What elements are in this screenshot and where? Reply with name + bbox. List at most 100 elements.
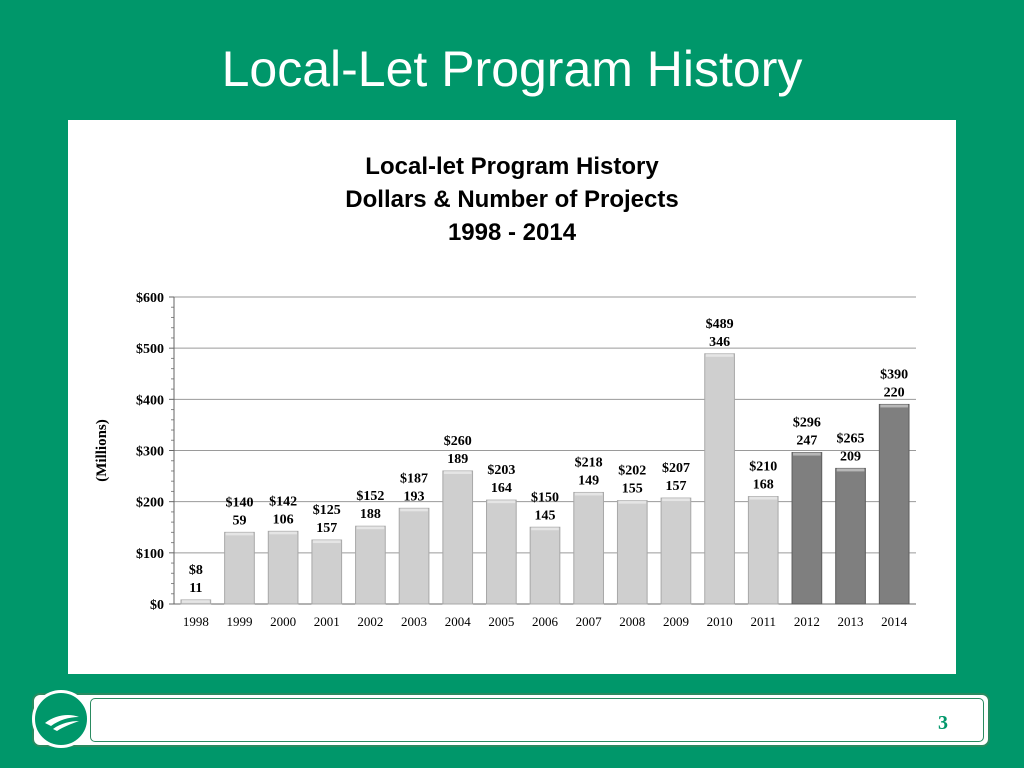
bar-1998 — [180, 599, 212, 605]
bar-highlight — [269, 531, 297, 535]
x-tick-label: 2007 — [576, 614, 603, 629]
bar-highlight — [356, 526, 385, 530]
data-label-projects: 164 — [491, 481, 512, 496]
y-tick-label: $200 — [136, 496, 164, 511]
data-label-dollars: $187 — [400, 471, 428, 486]
bar-highlight — [662, 498, 690, 502]
x-tick-label: 2000 — [270, 614, 296, 629]
data-label-projects: 346 — [709, 335, 730, 350]
bar-2001 — [311, 539, 343, 605]
bar-highlight — [793, 452, 821, 456]
x-tick-label: 2003 — [401, 614, 427, 629]
data-label-dollars: $265 — [837, 431, 865, 446]
x-tick-label: 2005 — [488, 614, 514, 629]
x-tick-label: 2010 — [707, 614, 733, 629]
data-label-projects: 220 — [884, 385, 905, 400]
bar-1999 — [224, 531, 255, 605]
bar-highlight — [443, 470, 472, 474]
chart-title-line-1: Local-let Program History — [365, 153, 659, 180]
data-label-projects: 188 — [360, 507, 381, 522]
bar-2003 — [398, 507, 430, 605]
bar-highlight — [574, 492, 603, 496]
x-tick-label: 2009 — [663, 614, 689, 629]
bar-highlight — [705, 353, 734, 357]
x-tick-label: 1999 — [226, 614, 252, 629]
data-label-projects: 157 — [316, 521, 337, 536]
y-tick-label: $600 — [136, 291, 164, 306]
bar-2005 — [486, 499, 517, 605]
data-label-dollars: $152 — [356, 489, 384, 504]
data-label-dollars: $8 — [189, 563, 203, 578]
x-tick-label: 1998 — [183, 614, 209, 629]
bar-highlight — [836, 468, 865, 472]
odot-logo — [32, 690, 90, 748]
chart-title-line-3: 1998 - 2014 — [447, 219, 577, 246]
data-label-dollars: $125 — [313, 503, 341, 518]
bar-highlight — [749, 496, 778, 500]
data-label-dollars: $203 — [487, 463, 515, 478]
y-tick-label: $0 — [150, 598, 164, 613]
y-tick-label: $400 — [136, 393, 164, 408]
data-label-dollars: $296 — [793, 416, 821, 431]
bar-2009 — [660, 497, 692, 605]
bar-2002 — [355, 525, 386, 605]
bar-highlight — [181, 599, 210, 603]
y-axis-label: (Millions) — [94, 419, 110, 482]
x-tick-label: 2006 — [532, 614, 559, 629]
data-label-projects: 193 — [404, 489, 425, 504]
data-label-dollars: $260 — [444, 434, 472, 449]
bar-2000 — [267, 530, 299, 605]
y-tick-label: $300 — [136, 445, 164, 460]
chart-title: Local-let Program History Dollars & Numb… — [68, 150, 956, 249]
x-tick-label: 2013 — [838, 614, 864, 629]
x-tick-label: 2011 — [750, 614, 776, 629]
data-label-dollars: $150 — [531, 490, 559, 505]
chart-title-line-2: Dollars & Number of Projects — [345, 186, 679, 213]
data-label-projects: 189 — [447, 452, 468, 467]
data-label-projects: 168 — [753, 478, 774, 493]
x-tick-label: 2002 — [357, 614, 383, 629]
slide-title: Local-Let Program History — [221, 41, 803, 97]
data-label-projects: 149 — [578, 473, 599, 488]
data-label-projects: 209 — [840, 449, 861, 464]
data-label-dollars: $140 — [225, 495, 253, 510]
data-label-projects: 155 — [622, 482, 643, 497]
data-label-projects: 157 — [665, 479, 686, 494]
bar-2013 — [835, 467, 866, 605]
x-tick-label: 2004 — [445, 614, 472, 629]
y-tick-label: $500 — [136, 342, 164, 357]
x-tick-label: 2014 — [881, 614, 908, 629]
data-label-projects: 247 — [796, 434, 817, 449]
data-label-dollars: $202 — [618, 464, 646, 479]
bar-highlight — [225, 532, 254, 536]
page-number: 3 — [938, 712, 948, 734]
bar-2010 — [704, 353, 735, 605]
data-label-dollars: $207 — [662, 461, 690, 476]
data-label-dollars: $218 — [575, 455, 603, 470]
data-label-dollars: $210 — [749, 460, 777, 475]
bar-highlight — [312, 540, 341, 544]
bar-2006 — [529, 526, 561, 605]
chart-panel: Local-let Program History Dollars & Numb… — [68, 120, 956, 674]
bar-2008 — [616, 500, 648, 605]
footer-inner-frame — [90, 698, 984, 742]
bar-highlight — [880, 404, 909, 408]
y-tick-label: $100 — [136, 547, 164, 562]
x-tick-label: 2001 — [314, 614, 340, 629]
data-label-projects: 11 — [189, 581, 202, 596]
bar-2004 — [442, 470, 474, 605]
data-label-projects: 106 — [273, 512, 294, 527]
bar-2014 — [878, 403, 910, 605]
bar-2012 — [791, 452, 823, 605]
bar-2007 — [573, 491, 604, 605]
footer-bar — [32, 693, 990, 747]
x-tick-label: 2012 — [794, 614, 820, 629]
x-tick-label: 2008 — [619, 614, 645, 629]
data-label-projects: 145 — [535, 508, 556, 523]
bar-highlight — [400, 508, 428, 512]
data-label-dollars: $142 — [269, 494, 297, 509]
bar-highlight — [487, 500, 516, 504]
data-label-dollars: $390 — [880, 367, 908, 382]
data-label-projects: 59 — [232, 513, 246, 528]
bar-highlight — [618, 500, 647, 504]
